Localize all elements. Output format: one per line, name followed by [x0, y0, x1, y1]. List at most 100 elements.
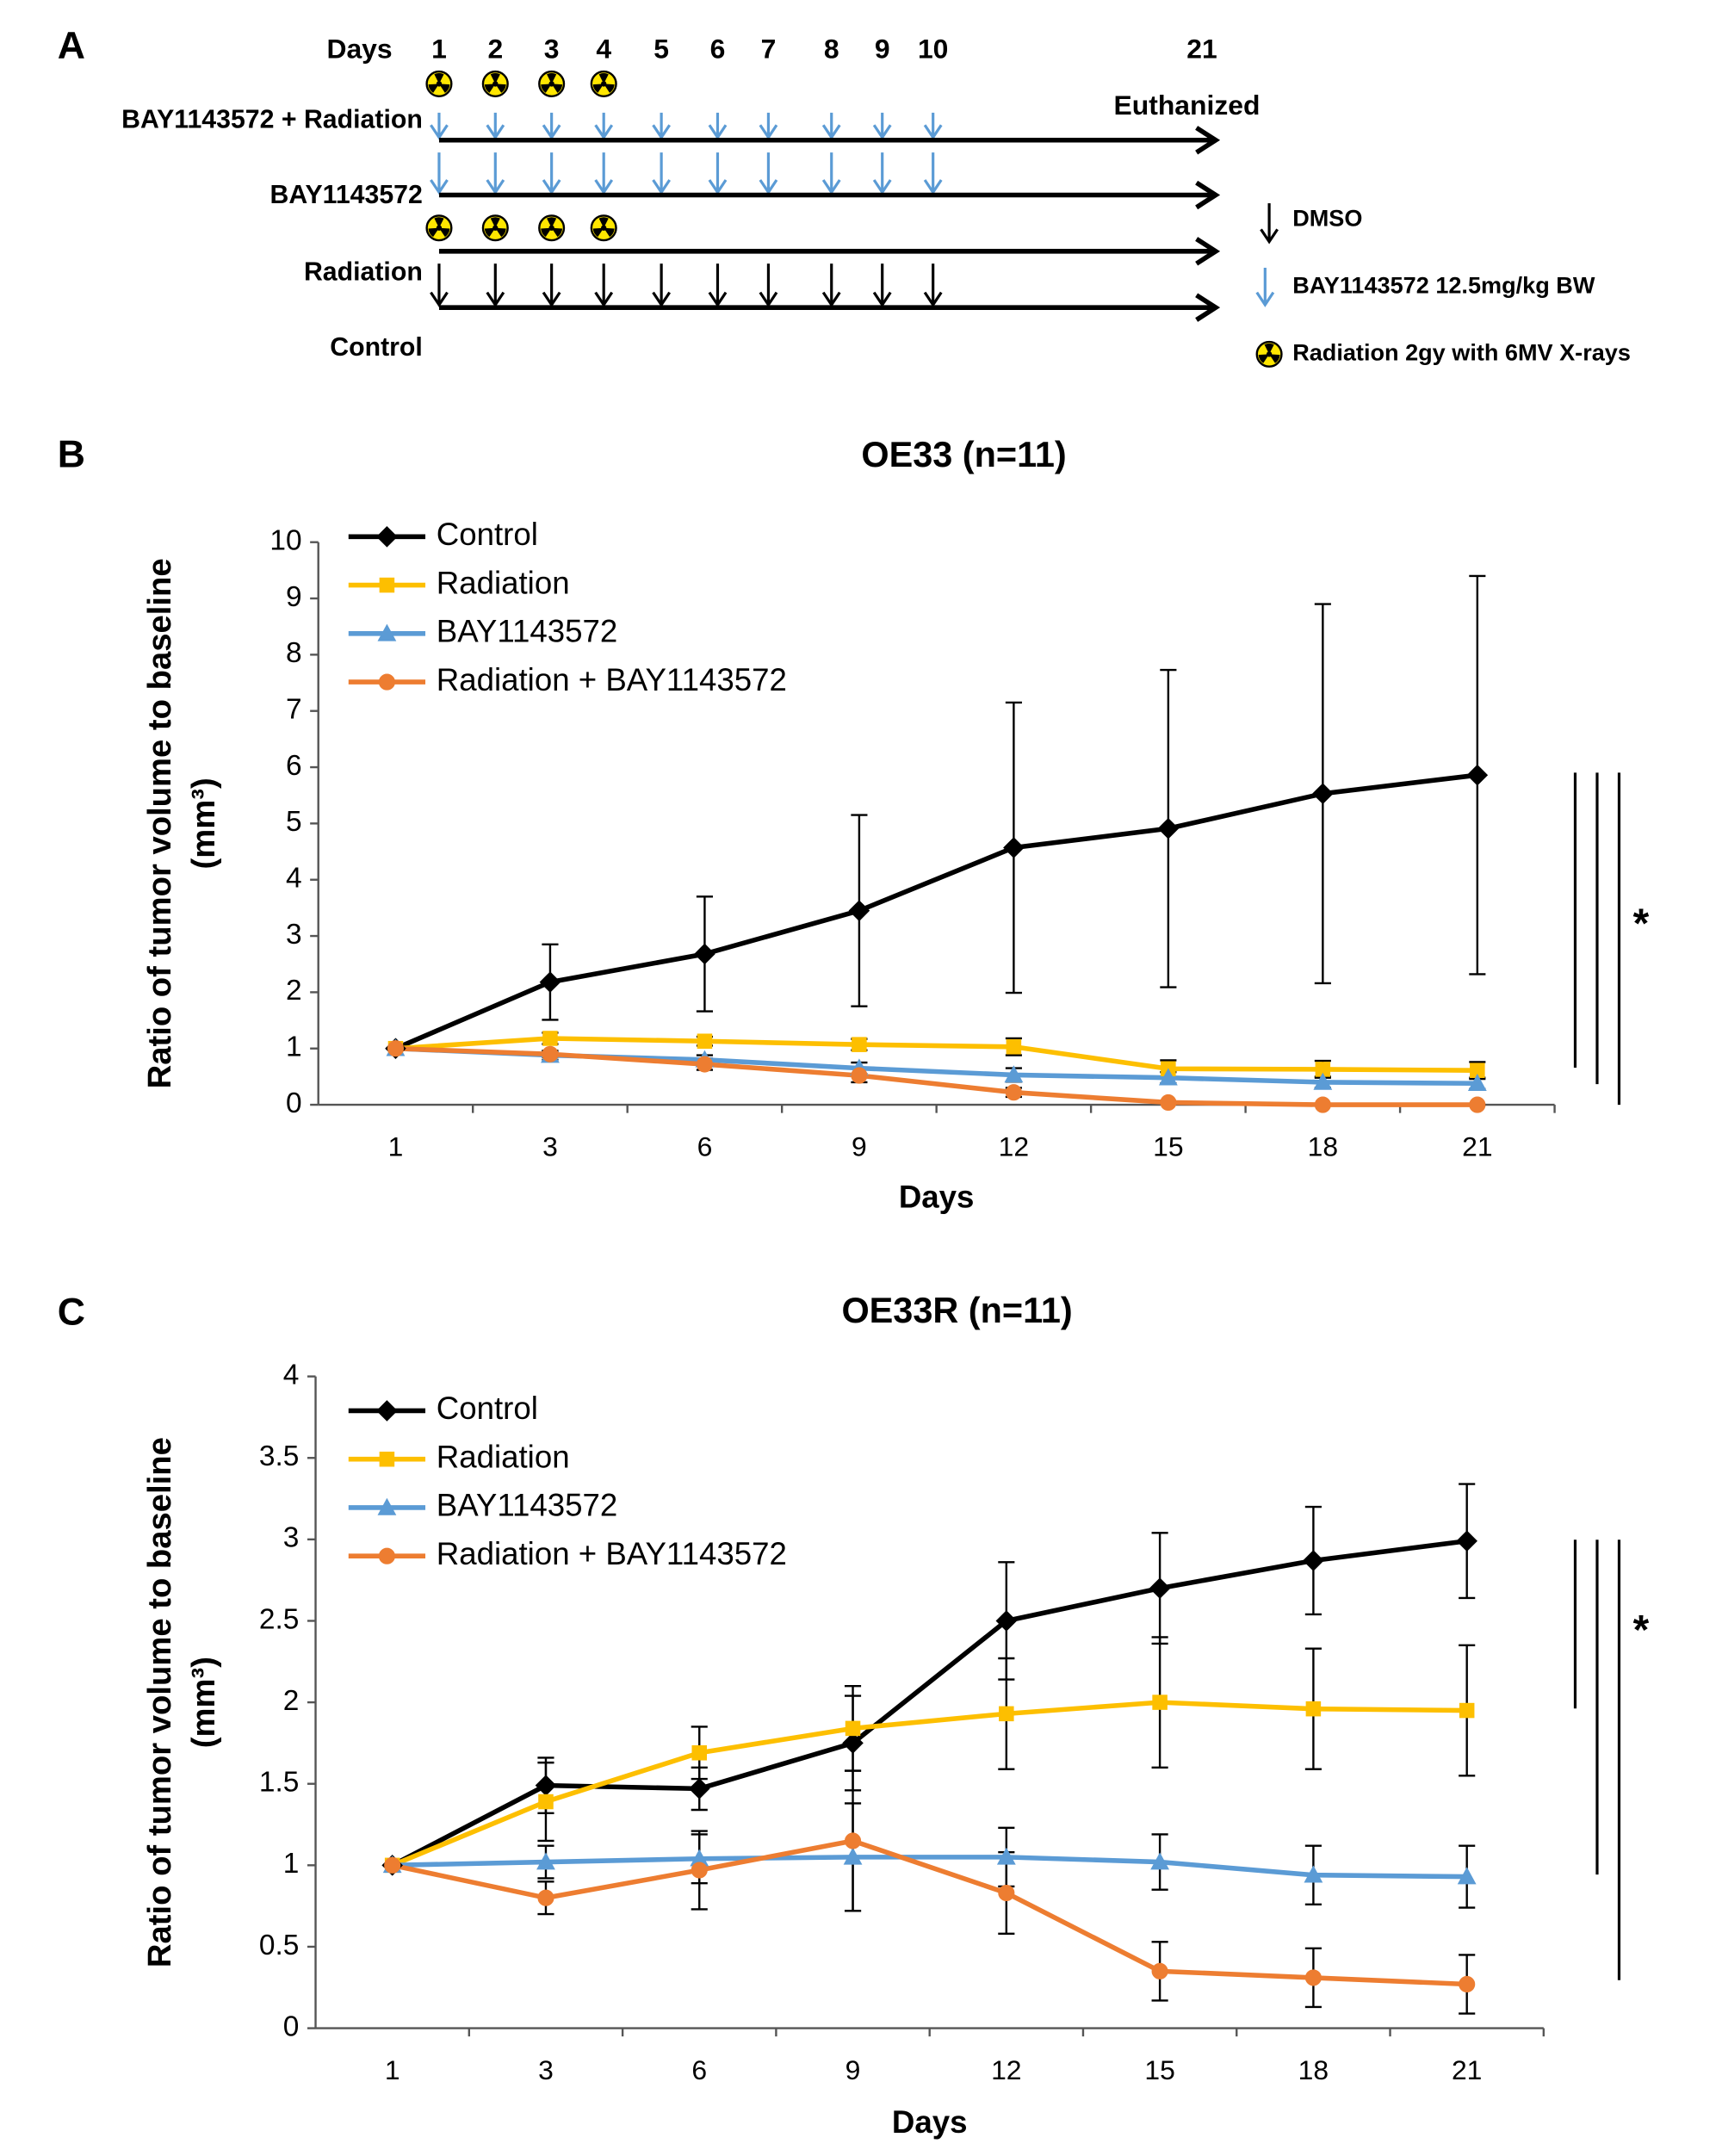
- arrow-head: [872, 124, 892, 140]
- day-label: 6: [710, 34, 726, 65]
- end-label: Euthanized: [1114, 90, 1261, 121]
- radiation-icon: [538, 214, 566, 242]
- day-label: 21: [1186, 34, 1217, 65]
- legend-label: BAY1143572 12.5mg/kg BW: [1292, 271, 1595, 298]
- y-tick-label: 10: [269, 525, 301, 557]
- data-point: [1312, 783, 1334, 805]
- legend-label: Radiation: [437, 565, 570, 600]
- legend-label: Control: [437, 1391, 538, 1426]
- data-point: [844, 1832, 862, 1849]
- x-tick-label: 9: [852, 1131, 867, 1162]
- arrow-head: [652, 291, 672, 307]
- data-point: [697, 1033, 713, 1050]
- chart-title: OE33 (n=11): [861, 434, 1066, 474]
- radiation-icon: [1255, 340, 1283, 368]
- arrow: [594, 263, 614, 307]
- arrow-head: [759, 179, 778, 195]
- data-point: [1457, 1867, 1477, 1885]
- series-line: [391, 1700, 1467, 1868]
- day-label: 2: [487, 34, 503, 65]
- radiation-icon: [538, 70, 566, 97]
- x-tick-label: 1: [388, 1131, 404, 1162]
- legend-label: Control: [437, 517, 538, 552]
- day-label: 7: [761, 34, 777, 65]
- arrow: [923, 152, 943, 195]
- data-point: [1304, 1969, 1322, 1986]
- timeline-head: [1195, 237, 1221, 266]
- data-point: [1314, 1096, 1331, 1113]
- arrow: [708, 152, 728, 195]
- series-line: [392, 1855, 1467, 1880]
- x-axis-label: Days: [892, 2104, 968, 2140]
- arrow-head: [708, 291, 728, 307]
- panel-label: C: [58, 1292, 85, 1334]
- x-tick-label: 12: [991, 2054, 1021, 2085]
- data-point: [539, 971, 561, 993]
- series-line: [392, 1838, 1467, 1987]
- data-point: [1469, 1096, 1486, 1113]
- radiation-icon: [425, 70, 453, 97]
- y-tick-label: 1: [283, 1848, 300, 1880]
- data-point: [1151, 1962, 1168, 1979]
- x-tick-label: 3: [538, 2054, 554, 2085]
- timeline: [438, 237, 1221, 266]
- arrow-head: [821, 179, 841, 195]
- legend-label: BAY1143572: [437, 614, 618, 649]
- arrow: [1260, 203, 1279, 245]
- y-tick-label: 4: [286, 863, 302, 895]
- arrow-head: [708, 179, 728, 195]
- arrow: [821, 263, 841, 307]
- y-axis-label: Ratio of tumor volume to baseline: [141, 558, 178, 1088]
- y-tick-label: 2.5: [259, 1603, 300, 1635]
- significance-c: [1573, 1540, 1621, 1980]
- data-point: [1304, 1865, 1323, 1883]
- arrow: [1255, 267, 1275, 307]
- panel-label: B: [58, 434, 85, 476]
- data-point: [999, 1706, 1014, 1722]
- legend-label: Radiation + BAY1143572: [437, 1536, 787, 1571]
- arrow-head: [759, 124, 778, 140]
- data-point: [1459, 1702, 1475, 1719]
- data-point: [691, 1862, 708, 1879]
- data-point: [1305, 1701, 1322, 1717]
- legend-label: BAY1143572: [437, 1488, 618, 1523]
- arrow: [652, 112, 672, 140]
- y-tick-label: 3.5: [259, 1440, 300, 1472]
- series-line: [391, 1538, 1468, 1868]
- arrow: [486, 152, 505, 195]
- chart-title: OE33R (n=11): [841, 1290, 1072, 1330]
- legend-marker: [377, 1497, 397, 1515]
- arrow: [652, 152, 672, 195]
- arrow-head: [430, 124, 449, 140]
- series-line: [394, 772, 1478, 1051]
- timeline: [438, 180, 1221, 210]
- data-point: [1456, 1530, 1477, 1552]
- day-label: 5: [653, 34, 669, 65]
- data-point: [851, 1067, 868, 1084]
- y-tick-label: 1: [286, 1032, 302, 1063]
- y-tick-label: 4: [283, 1359, 300, 1391]
- legend-marker: [379, 577, 395, 593]
- timeline-head: [1195, 180, 1221, 210]
- legend-marker: [378, 673, 395, 691]
- arrow: [923, 112, 943, 140]
- arrow: [759, 152, 778, 195]
- data-point: [843, 1847, 863, 1865]
- arrow: [486, 263, 505, 307]
- legend-marker: [376, 1400, 398, 1422]
- arrow: [821, 112, 841, 140]
- y-tick-label: 7: [286, 694, 302, 726]
- legend-marker: [377, 623, 397, 641]
- y-tick-label: 5: [286, 806, 302, 838]
- arrow: [486, 112, 505, 140]
- x-tick-label: 18: [1308, 1131, 1338, 1162]
- arrow-head: [542, 124, 561, 140]
- data-point: [1467, 1074, 1487, 1092]
- y-axis-label: (mm³): [185, 778, 222, 869]
- arrow-head: [759, 291, 778, 307]
- arrow-head: [486, 179, 505, 195]
- data-point: [1160, 1093, 1177, 1112]
- data-point: [1158, 1068, 1178, 1086]
